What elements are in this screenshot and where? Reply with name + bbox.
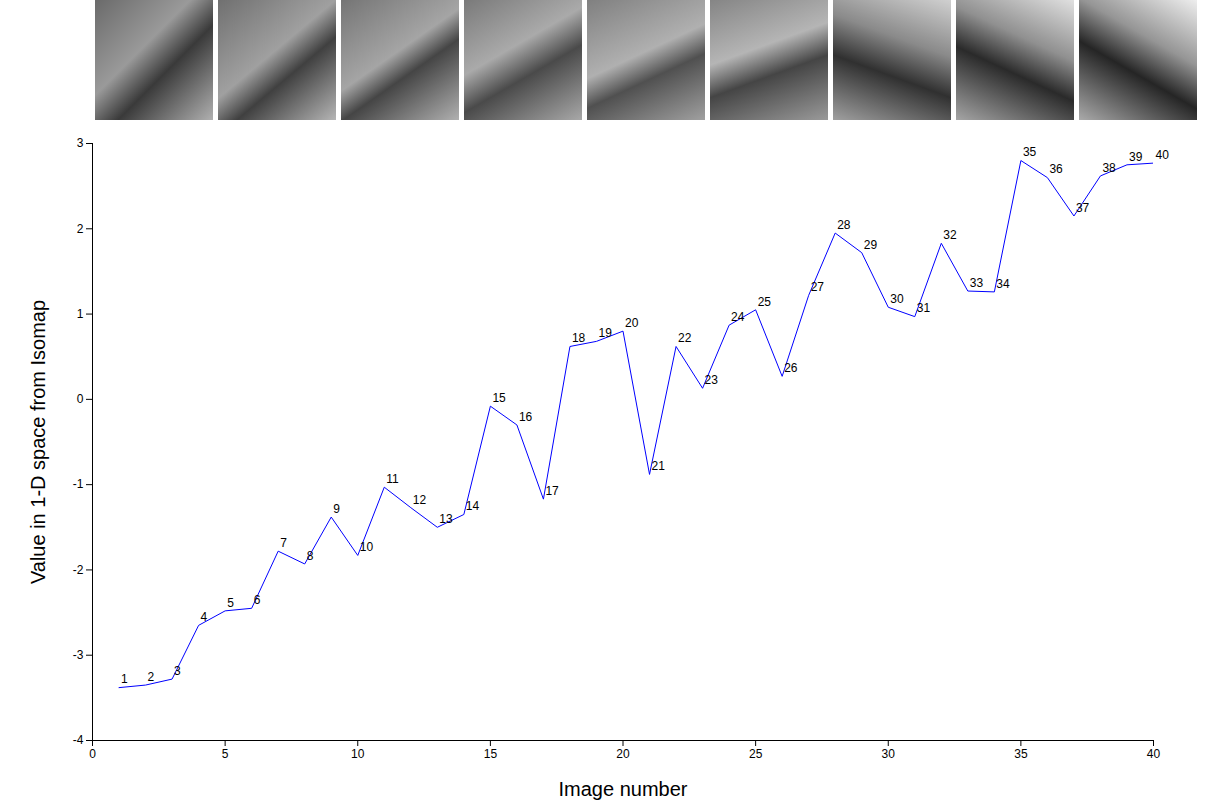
- svg-text:15: 15: [484, 747, 498, 761]
- svg-text:38: 38: [1102, 161, 1116, 175]
- svg-text:6: 6: [254, 593, 261, 607]
- svg-text:12: 12: [413, 493, 427, 507]
- svg-text:11: 11: [386, 472, 399, 486]
- svg-text:35: 35: [1014, 747, 1028, 761]
- svg-text:20: 20: [625, 316, 639, 330]
- svg-text:22: 22: [678, 331, 692, 345]
- svg-text:2: 2: [77, 222, 84, 236]
- svg-text:15: 15: [492, 391, 506, 405]
- svg-text:34: 34: [996, 277, 1010, 291]
- svg-text:36: 36: [1049, 162, 1063, 176]
- svg-text:19: 19: [598, 326, 612, 340]
- svg-text:35: 35: [1023, 145, 1037, 159]
- svg-text:0: 0: [89, 747, 96, 761]
- svg-text:30: 30: [890, 292, 904, 306]
- svg-text:1: 1: [121, 672, 128, 686]
- svg-text:40: 40: [1156, 148, 1170, 162]
- svg-text:5: 5: [222, 747, 229, 761]
- svg-text:28: 28: [837, 218, 851, 232]
- svg-text:40: 40: [1147, 747, 1161, 761]
- svg-text:-1: -1: [73, 477, 84, 491]
- svg-text:24: 24: [731, 310, 745, 324]
- svg-text:2: 2: [148, 670, 155, 684]
- svg-text:26: 26: [784, 361, 798, 375]
- svg-text:5: 5: [227, 596, 234, 610]
- svg-text:Value in 1-D space from Isomap: Value in 1-D space from Isomap: [27, 300, 49, 584]
- svg-text:9: 9: [333, 502, 340, 516]
- svg-text:31: 31: [917, 301, 931, 315]
- svg-text:10: 10: [360, 540, 374, 554]
- svg-text:4: 4: [201, 610, 208, 624]
- svg-text:33: 33: [970, 276, 984, 290]
- svg-text:32: 32: [943, 228, 957, 242]
- svg-text:13: 13: [439, 512, 453, 526]
- svg-text:25: 25: [749, 747, 763, 761]
- svg-text:3: 3: [174, 664, 181, 678]
- svg-text:10: 10: [351, 747, 365, 761]
- svg-text:37: 37: [1076, 201, 1090, 215]
- svg-text:-3: -3: [73, 648, 84, 662]
- svg-text:1: 1: [77, 307, 84, 321]
- svg-text:17: 17: [545, 484, 559, 498]
- svg-text:30: 30: [882, 747, 896, 761]
- svg-text:20: 20: [616, 747, 630, 761]
- svg-text:-2: -2: [73, 563, 84, 577]
- svg-text:3: 3: [77, 136, 84, 150]
- svg-text:21: 21: [652, 459, 666, 473]
- svg-text:23: 23: [705, 373, 719, 387]
- svg-text:-4: -4: [73, 733, 84, 747]
- svg-text:25: 25: [758, 295, 772, 309]
- svg-text:29: 29: [864, 238, 878, 252]
- svg-text:14: 14: [466, 499, 480, 513]
- svg-text:27: 27: [811, 280, 825, 294]
- svg-text:7: 7: [280, 536, 287, 550]
- svg-text:18: 18: [572, 331, 586, 345]
- svg-text:8: 8: [307, 549, 314, 563]
- svg-text:16: 16: [519, 410, 533, 424]
- svg-text:39: 39: [1129, 150, 1143, 164]
- svg-text:Image number: Image number: [559, 778, 688, 800]
- svg-text:0: 0: [77, 392, 84, 406]
